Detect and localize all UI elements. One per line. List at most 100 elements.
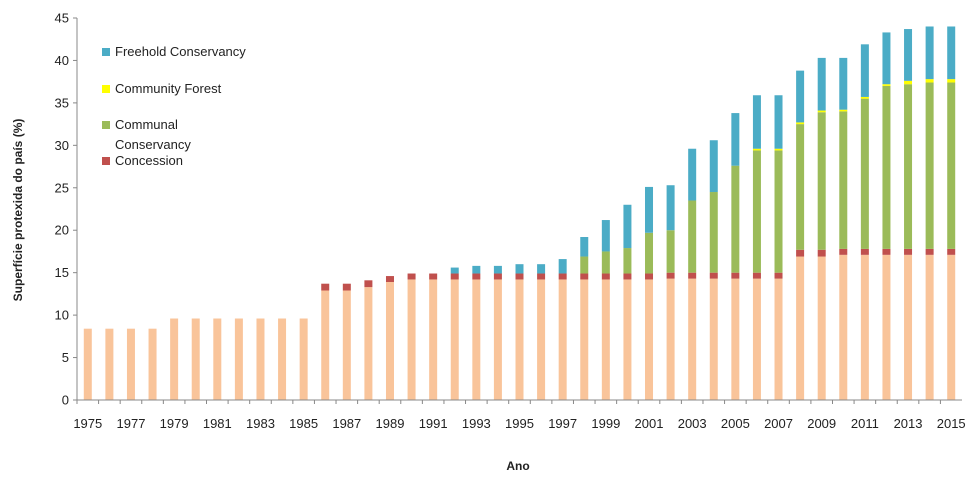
bar-2013-base [904, 254, 913, 400]
bar-1991-concession [429, 273, 438, 280]
bar-1987-base [342, 290, 351, 400]
bar-2015-community-forest [947, 79, 956, 83]
bar-2009-freehold-conservancy [817, 57, 826, 111]
bar-1997-freehold-conservancy [558, 259, 567, 274]
bar-1988-concession [364, 280, 373, 288]
bar-2002-freehold-conservancy [666, 185, 675, 231]
bar-1989-concession [385, 276, 394, 282]
bar-1981-base [213, 318, 222, 400]
y-axis-title: Superfície protexida do país (%) [11, 119, 25, 302]
bar-2007-community-forest [774, 148, 783, 151]
bar-2005-concession [731, 272, 740, 279]
bar-2011-communal-conservancy [860, 98, 869, 249]
bar-1995-concession [515, 273, 524, 280]
bar-1977-base [126, 328, 135, 400]
x-tick-label-1993: 1993 [462, 416, 491, 431]
bar-1994-concession [493, 273, 502, 280]
bar-1986-base [321, 290, 330, 400]
bar-1990-base [407, 279, 416, 400]
bar-2008-communal-conservancy [796, 124, 805, 250]
bar-2004-concession [709, 272, 718, 279]
bar-1997-base [558, 279, 567, 400]
bar-2015-communal-conservancy [947, 82, 956, 249]
bar-1996-freehold-conservancy [537, 264, 546, 274]
bar-1996-base [537, 279, 546, 400]
bar-2005-communal-conservancy [731, 165, 740, 273]
bar-2002-base [666, 278, 675, 400]
bar-2002-communal-conservancy [666, 230, 675, 273]
bar-2006-freehold-conservancy [752, 95, 761, 149]
bar-2013-concession [904, 248, 913, 255]
bar-2004-freehold-conservancy [709, 140, 718, 193]
y-tick-label-45: 45 [55, 11, 69, 26]
x-tick-label-1979: 1979 [160, 416, 189, 431]
bar-1983-base [256, 318, 265, 400]
y-ticks-layer: 0 5 10 15 20 25 30 35 40 45 [55, 11, 77, 408]
x-tick-label-2001: 2001 [635, 416, 664, 431]
legend-label-communal-conservancy-line2: Conservancy [115, 137, 191, 152]
bar-2006-base [752, 278, 761, 400]
bar-2006-community-forest [752, 148, 761, 151]
bar-2011-community-forest [860, 96, 869, 99]
bar-2000-base [623, 279, 632, 400]
y-tick-label-25: 25 [55, 180, 69, 195]
bar-2010-freehold-conservancy [839, 57, 848, 110]
bar-2002-concession [666, 272, 675, 279]
bar-2015-concession [947, 248, 956, 255]
bar-2014-communal-conservancy [925, 82, 934, 249]
bar-2001-concession [645, 273, 654, 280]
bar-2008-freehold-conservancy [796, 70, 805, 123]
bar-1980-base [191, 318, 200, 400]
x-axis-title: Ano [506, 459, 529, 473]
x-ticks-layer: 1975 1977 1979 1981 1983 1985 1987 1989 1991 1993… [73, 400, 966, 431]
bar-1993-base [472, 279, 481, 400]
bar-1979-base [170, 318, 179, 400]
y-tick-label-20: 20 [55, 223, 69, 238]
bar-2009-community-forest [817, 110, 826, 113]
bar-2012-communal-conservancy [882, 85, 891, 249]
bar-2003-concession [688, 272, 697, 279]
x-tick-label-1989: 1989 [376, 416, 405, 431]
bar-1985-base [299, 318, 308, 400]
bar-2013-freehold-conservancy [904, 29, 913, 81]
bar-1990-concession [407, 273, 416, 280]
bar-2012-freehold-conservancy [882, 32, 891, 85]
bar-1991-base [429, 279, 438, 400]
bar-1978-base [148, 328, 157, 400]
bar-2000-communal-conservancy [623, 248, 632, 274]
legend-swatch-concession [102, 157, 110, 165]
bar-1995-base [515, 279, 524, 400]
bar-2003-base [688, 278, 697, 400]
y-tick-label-10: 10 [55, 308, 69, 323]
x-tick-label-1997: 1997 [548, 416, 577, 431]
bar-2014-freehold-conservancy [925, 26, 934, 80]
bar-1999-base [601, 279, 610, 400]
x-tick-label-2011: 2011 [851, 416, 879, 431]
bar-2014-community-forest [925, 79, 934, 83]
bar-2012-community-forest [882, 84, 891, 86]
bar-2000-concession [623, 273, 632, 280]
bar-2000-freehold-conservancy [623, 204, 632, 249]
bar-2007-communal-conservancy [774, 150, 783, 273]
bar-2009-base [817, 256, 826, 400]
bar-2010-base [839, 254, 848, 400]
x-tick-label-1975: 1975 [73, 416, 102, 431]
legend-label-freehold-conservancy: Freehold Conservancy [115, 44, 246, 59]
bar-2008-concession [796, 249, 805, 257]
legend-label-communal-conservancy: Communal [115, 117, 178, 132]
bar-2001-freehold-conservancy [645, 186, 654, 233]
bar-2001-communal-conservancy [645, 232, 654, 274]
y-tick-label-5: 5 [62, 350, 69, 365]
bar-1987-concession [342, 283, 351, 291]
bar-1999-communal-conservancy [601, 251, 610, 274]
y-tick-label-0: 0 [62, 393, 69, 408]
x-tick-label-1981: 1981 [203, 416, 232, 431]
bar-2009-communal-conservancy [817, 112, 826, 250]
bar-2011-freehold-conservancy [860, 44, 869, 97]
bar-1996-concession [537, 273, 546, 280]
bar-1993-concession [472, 273, 481, 280]
y-tick-label-35: 35 [55, 95, 69, 110]
legend-swatch-communal-conservancy [102, 121, 110, 129]
legend-label-community-forest: Community Forest [115, 81, 222, 96]
